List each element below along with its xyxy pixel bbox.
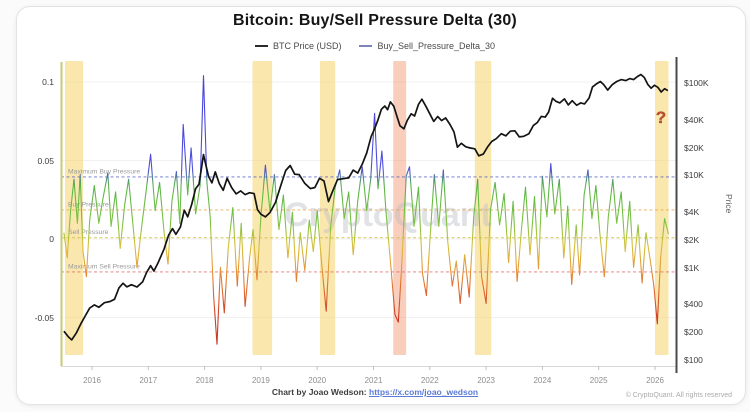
x-tick-label: 2021	[364, 376, 383, 385]
footer-credit: Chart by Joao Wedson: https://x.com/joao…	[0, 387, 750, 397]
y-left-tick-label: -0.05	[34, 312, 54, 323]
y-left-tick-label: 0	[49, 234, 54, 244]
y-right-tick-label: $4K	[684, 207, 700, 218]
delta-series-line	[63, 75, 670, 345]
question-mark-annotation: ?	[656, 108, 666, 127]
legend-label-delta: Buy_Sell_Pressure_Delta_30	[377, 41, 496, 51]
highlight-bands	[64, 61, 669, 355]
legend-item-btc-price[interactable]: BTC Price (USD)	[254, 41, 342, 51]
y-right-tick-label: $1K	[684, 262, 700, 273]
y-right-tick-label: $20K	[684, 142, 704, 153]
x-tick-label: 2025	[589, 376, 608, 385]
data-series	[63, 73, 670, 345]
legend-item-delta[interactable]: Buy_Sell_Pressure_Delta_30	[359, 41, 495, 51]
y-right-tick-label: $100K	[684, 78, 709, 89]
x-tick-label: 2019	[251, 376, 270, 385]
legend-label-btc-price: BTC Price (USD)	[272, 41, 342, 51]
btc-price-line	[63, 73, 669, 341]
price-axis-title: Price	[724, 194, 734, 214]
gridlines	[61, 81, 676, 318]
axis-spines	[60, 57, 678, 373]
x-tick-label: 2017	[139, 376, 158, 385]
pressure-line-label: Maximum Sell Pressure	[68, 263, 140, 270]
y-left-tick-label: 0.05	[37, 155, 54, 166]
y-right-tick-label: $400	[684, 299, 703, 310]
btc-price-legend-dash-icon	[254, 45, 268, 47]
delta-legend-dash-icon	[359, 45, 373, 47]
y-right-tick-label: $200	[684, 327, 703, 338]
pressure-line-label: Maximum Buy Pressure	[68, 168, 140, 175]
y-right-tick-label: $10K	[684, 170, 704, 181]
pressure-line-label: Sell Pressure	[68, 229, 109, 236]
y-right-tick-label: $2K	[684, 234, 700, 245]
copyright-text: © CryptoQuant. All rights reserved	[625, 392, 732, 399]
credit-text: Chart by Joao Wedson:	[271, 387, 367, 397]
x-tick-label: 2022	[420, 376, 439, 385]
highlight-band-yellow	[64, 61, 83, 355]
highlight-band-red	[393, 61, 407, 355]
chart-card	[16, 6, 746, 405]
y-left-tick-label: 0.1	[42, 77, 54, 87]
chart-title: Bitcoin: Buy/Sell Pressure Delta (30)	[233, 12, 517, 29]
x-tick-label: 2026	[646, 376, 664, 385]
x-tick-label: 2020	[308, 376, 327, 385]
pressure-threshold-lines: Maximum Buy Pressure Buy Pressure Sell Pre…	[61, 168, 676, 273]
highlight-band-yellow	[655, 61, 669, 355]
legend: BTC Price (USD) Buy_Sell_Pressure_Delta_…	[0, 41, 750, 51]
x-tick-label: 2016	[83, 376, 101, 385]
y-right-tick-label: $100	[684, 355, 703, 365]
x-tick-label: 2024	[533, 376, 552, 385]
pressure-line-label: Buy Pressure	[68, 201, 109, 208]
x-tick-label: 2023	[477, 376, 495, 385]
x-tick-label: 2018	[195, 376, 214, 385]
y-right-tick-label: $40K	[684, 114, 704, 125]
credit-link[interactable]: https://x.com/joao_wedson	[369, 387, 479, 397]
highlight-band-yellow	[252, 61, 273, 355]
